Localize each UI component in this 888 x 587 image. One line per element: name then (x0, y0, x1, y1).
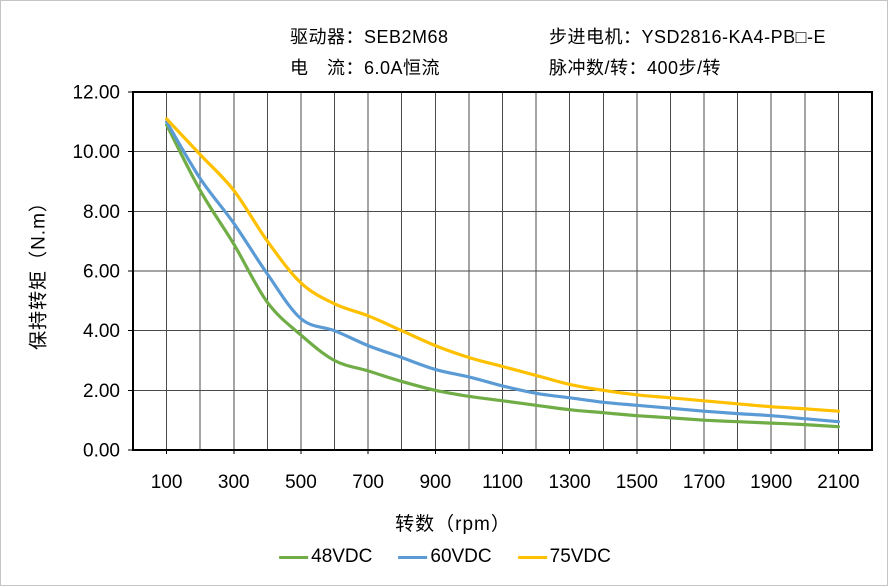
header-left-column: 驱动器：SEB2M68 电 流：6.0A恒流 (290, 22, 449, 84)
x-tick-label: 2100 (817, 472, 859, 493)
y-tick-label: 0.00 (83, 441, 120, 462)
legend-swatch-60vdc (398, 555, 428, 559)
x-tick-label: 1300 (549, 472, 591, 493)
x-tick-label: 1100 (482, 472, 523, 493)
x-tick-label: 1900 (750, 472, 792, 493)
current-info: 电 流：6.0A恒流 (290, 58, 441, 78)
motor-info: 步进电机：YSD2816-KA4-PB□-E (549, 27, 826, 47)
x-axis-title: 转数（rpm） (395, 514, 511, 535)
x-tick-label: 1700 (683, 472, 725, 493)
x-tick-label: 500 (285, 472, 317, 493)
x-tick-label: 700 (352, 472, 384, 493)
y-tick-label: 10.00 (72, 142, 120, 163)
legend-swatch-48vdc (279, 555, 309, 559)
series-line-60vdc (165, 120, 840, 424)
pulses-info: 脉冲数/转：400步/转 (549, 58, 722, 78)
legend-label-60vdc: 60VDC (430, 546, 492, 567)
y-tick-label: 4.00 (83, 321, 120, 342)
y-tick-label: 8.00 (83, 202, 120, 223)
legend: 48VDC 60VDC 75VDC (279, 546, 611, 568)
legend-item-75vdc: 75VDC (517, 546, 611, 568)
series-line-48vdc (165, 123, 840, 429)
x-tick-label: 100 (151, 472, 183, 493)
x-tick-label: 900 (419, 472, 451, 493)
legend-item-48vdc: 48VDC (279, 546, 372, 568)
x-tick-label: 1500 (616, 472, 658, 493)
legend-item-60vdc: 60VDC (398, 546, 492, 568)
y-axis-title: 保持转矩（N.m） (28, 192, 50, 350)
y-tick-label: 2.00 (83, 381, 120, 402)
y-tick-label: 12.00 (72, 83, 120, 104)
legend-label-75vdc: 75VDC (549, 546, 611, 567)
series-line-75vdc (165, 117, 840, 413)
driver-info: 驱动器：SEB2M68 (290, 27, 449, 47)
header-right-column: 步进电机：YSD2816-KA4-PB□-E 脉冲数/转：400步/转 (549, 22, 826, 84)
legend-label-48vdc: 48VDC (311, 546, 373, 567)
x-tick-label: 300 (218, 472, 250, 493)
y-tick-label: 6.00 (83, 262, 120, 283)
legend-swatch-75vdc (517, 555, 547, 559)
